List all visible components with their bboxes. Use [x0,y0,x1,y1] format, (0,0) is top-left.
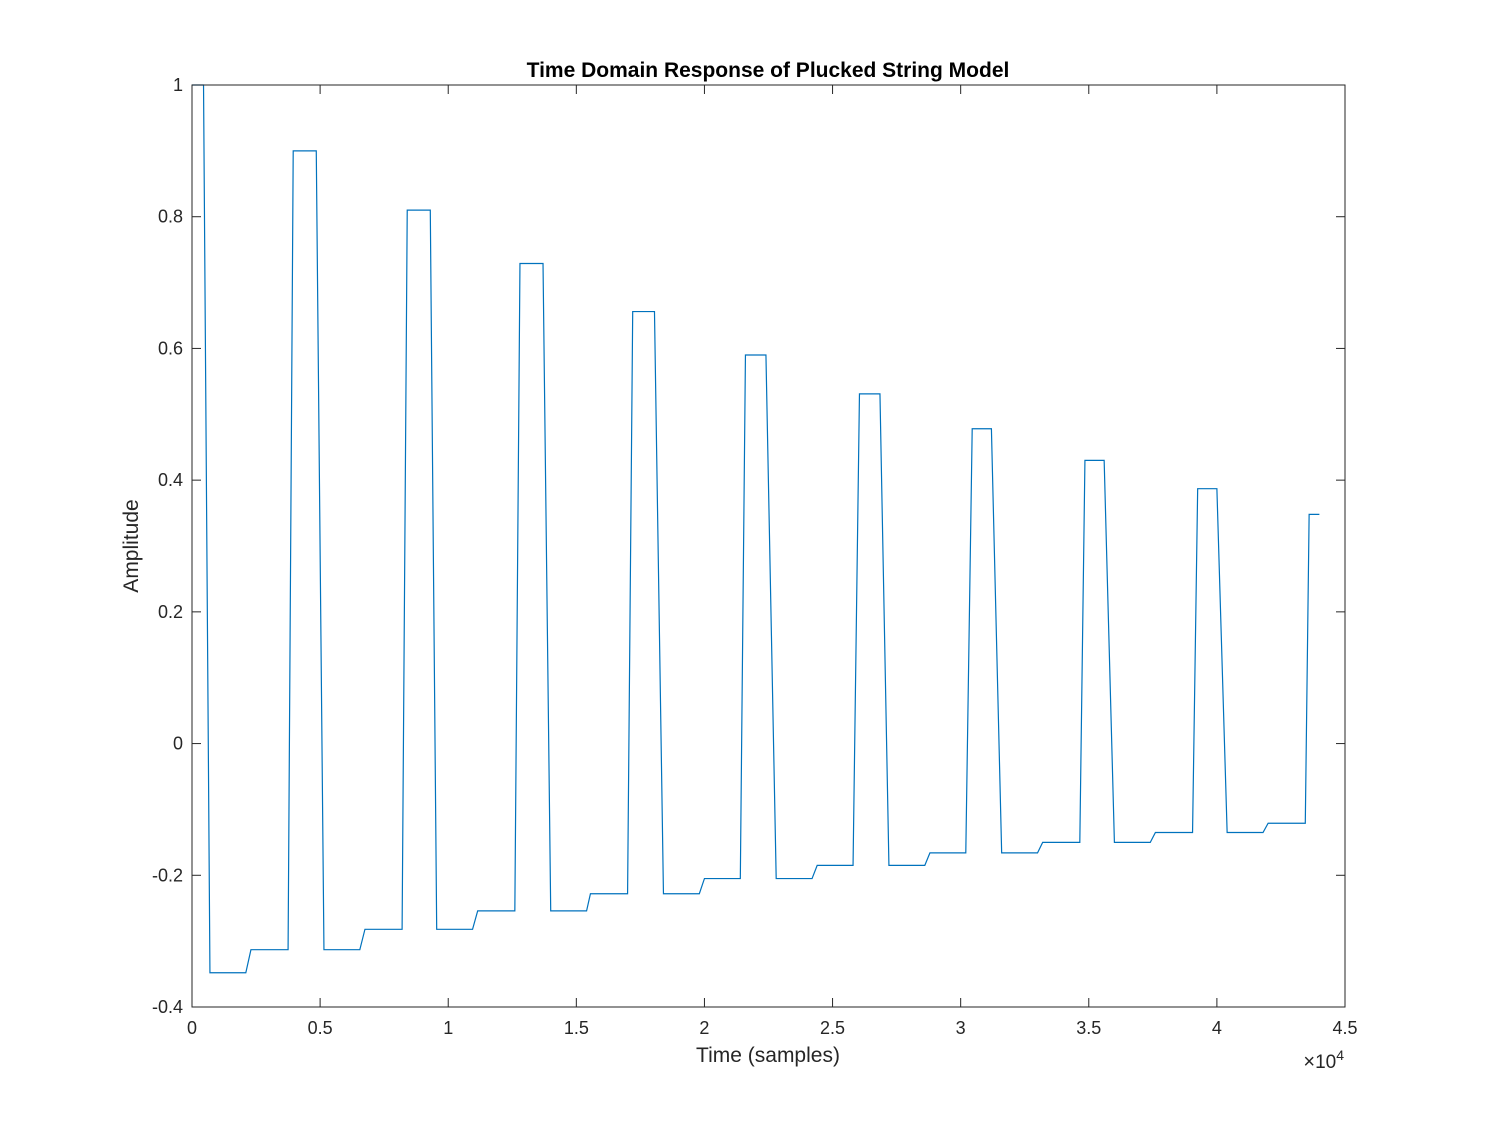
y-axis-label: Amplitude [120,499,143,592]
x-tick-label: 2.5 [820,1018,845,1038]
y-tick-label: 0.8 [158,207,183,227]
x-tick-label: 1.5 [564,1018,589,1038]
x-exponent-label: ×104 [1303,1047,1344,1073]
x-tick-label: 1 [443,1018,453,1038]
x-exponent-times: × [1303,1051,1315,1073]
x-tick-label: 3.5 [1076,1018,1101,1038]
series-line [192,84,1320,974]
y-tick-label: 0.2 [158,602,183,622]
x-tick-label: 3 [956,1018,966,1038]
x-tick-labels: 0 0.5 1 1.5 2 2.5 3 3.5 4 4.5 [187,1018,1358,1038]
y-tick-labels: -0.4 -0.2 0 0.2 0.4 0.6 0.8 1 [152,75,183,1017]
x-axis-label: Time (samples) [696,1044,840,1067]
chart-title: Time Domain Response of Plucked String M… [527,59,1010,82]
y-tick-label: 0.6 [158,338,183,358]
x-tick-label: 4 [1212,1018,1222,1038]
ticks-layer [191,84,1346,1008]
y-tick-label: 0.4 [158,470,183,490]
x-exponent-power: 4 [1336,1047,1344,1063]
y-tick-label: 1 [173,75,183,95]
x-tick-label: 0.5 [308,1018,333,1038]
y-tick-label: -0.2 [152,865,183,885]
axes-box [191,84,1346,1008]
y-tick-label: -0.4 [152,997,183,1017]
y-tick-label: 0 [173,734,183,754]
x-exponent-base: 10 [1315,1052,1336,1073]
x-tick-label: 0 [187,1018,197,1038]
axes-background [192,85,1345,1007]
x-tick-label: 4.5 [1332,1018,1357,1038]
x-tick-label: 2 [699,1018,709,1038]
